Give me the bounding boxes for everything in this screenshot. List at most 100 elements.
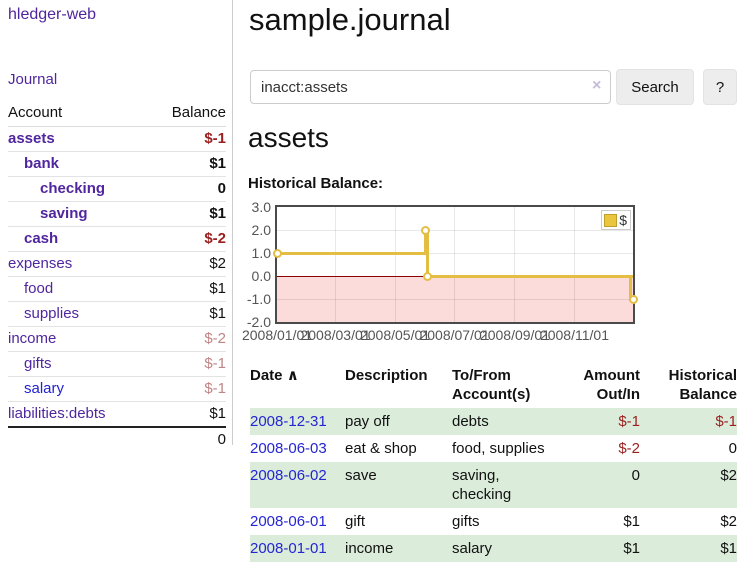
x-axis-tick-label: 2008/07/01 — [419, 327, 490, 343]
transaction-balance: $2 — [640, 462, 737, 508]
account-link-cash[interactable]: cash — [24, 230, 59, 247]
data-point-marker[interactable] — [420, 225, 430, 235]
account-balance: $1 — [148, 201, 226, 227]
line-segment — [427, 274, 633, 278]
x-axis-tick-label: 2008/09/01 — [479, 327, 551, 343]
account-balance: $1 — [148, 151, 226, 177]
transaction-date-link[interactable]: 2008-06-03 — [250, 440, 327, 457]
data-point-marker[interactable] — [422, 271, 432, 281]
transaction-amount: $1 — [567, 535, 640, 562]
gridline — [394, 207, 396, 322]
account-row: liabilities:debts $1 — [8, 401, 226, 428]
transaction-date-link[interactable]: 2008-06-01 — [250, 513, 327, 530]
account-link-expenses[interactable]: expenses — [8, 255, 73, 272]
sidebar: hledger-web Journal Account Balance asse… — [0, 0, 233, 452]
y-axis-tick-label: -2.0 — [246, 314, 271, 330]
account-balance: $-2 — [148, 226, 226, 252]
transaction-amount: 0 — [567, 462, 640, 508]
account-link-bank[interactable]: bank — [24, 155, 60, 172]
chart-heading: Historical Balance: — [248, 175, 384, 192]
account-row: assets $-1 — [8, 126, 226, 152]
transaction-accounts: saving, checking — [452, 462, 567, 508]
account-link-supplies[interactable]: supplies — [24, 305, 80, 322]
account-link-income[interactable]: income — [8, 330, 57, 347]
balance-column-header: Balance — [148, 101, 226, 127]
account-balance: $1 — [148, 301, 226, 327]
account-balance: $-1 — [148, 126, 226, 152]
transaction-accounts: salary — [452, 535, 567, 562]
y-axis-tick-label: 3.0 — [251, 199, 271, 215]
legend-swatch-icon — [604, 213, 618, 227]
historical-balance-chart: $ — [272, 205, 638, 324]
y-axis-tick-label: 0.0 — [251, 268, 271, 284]
transaction-row[interactable]: 2008-06-01 gift gifts $1 $2 — [250, 508, 737, 535]
x-axis-tick-label: 2008/01/01 — [241, 327, 313, 343]
account-link-assets[interactable]: assets — [8, 130, 55, 147]
account-link-saving[interactable]: saving — [40, 205, 88, 222]
transaction-row[interactable]: 2008-06-02 save saving, checking 0 $2 — [250, 462, 737, 508]
transaction-row[interactable]: 2008-06-03 eat & shop food, supplies $-2 0 — [250, 435, 737, 462]
transaction-row[interactable]: 2008-01-01 income salary $1 $1 — [250, 535, 737, 562]
account-link-gifts[interactable]: gifts — [24, 355, 52, 372]
line-segment — [628, 274, 632, 301]
transaction-row[interactable]: 2008-12-31 pay off debts $-1 $-1 — [250, 408, 737, 435]
column-header-amount: Amount Out/In — [583, 367, 640, 403]
account-row: supplies $1 — [8, 301, 226, 327]
account-link-liabilities-debts[interactable]: liabilities:debts — [8, 405, 106, 422]
account-row: checking 0 — [8, 176, 226, 202]
gridline — [277, 252, 633, 254]
transaction-date-link[interactable]: 2008-12-31 — [250, 413, 327, 430]
account-row: salary $-1 — [8, 376, 226, 402]
brand-link[interactable]: hledger-web — [8, 6, 97, 23]
transaction-amount: $-2 — [618, 440, 640, 457]
account-balance: $-1 — [148, 351, 226, 377]
account-link-salary[interactable]: salary — [24, 380, 65, 397]
chart-legend: $ — [601, 210, 631, 230]
accounts-total-row: 0 — [8, 426, 226, 452]
search-button[interactable]: Search — [616, 69, 694, 105]
gridline — [454, 207, 455, 322]
account-balance: $1 — [148, 276, 226, 302]
transaction-balance: $2 — [720, 513, 737, 530]
help-button[interactable]: ? — [703, 69, 737, 105]
transaction-description: gift — [345, 513, 366, 530]
transaction-accounts: debts — [452, 408, 567, 435]
account-row: gifts $-1 — [8, 351, 226, 377]
column-header-description: Description — [345, 367, 428, 384]
gridline — [277, 229, 633, 231]
clear-search-icon[interactable]: × — [592, 77, 602, 94]
transaction-description: save — [345, 462, 452, 508]
column-header-balance: Historical Balance — [668, 367, 737, 403]
account-row: expenses $2 — [8, 251, 226, 277]
transaction-amount: $-1 — [567, 408, 640, 435]
x-axis-tick-label: 2008/11/01 — [539, 327, 609, 343]
data-point-marker[interactable] — [272, 248, 282, 258]
account-row: cash $-2 — [8, 226, 226, 252]
negative-region — [277, 276, 633, 322]
account-balance: $2 — [148, 251, 226, 277]
gridline — [335, 207, 337, 322]
account-link-food[interactable]: food — [24, 280, 54, 297]
legend-label: $ — [619, 212, 627, 228]
account-heading: assets — [248, 122, 329, 153]
x-axis-tick-label: 2008/03/01 — [300, 327, 371, 343]
search-input[interactable] — [250, 70, 611, 104]
sidebar-item-journal[interactable]: Journal — [8, 71, 58, 88]
transaction-description: pay off — [345, 408, 452, 435]
gridline — [573, 207, 575, 322]
account-row: income $-2 — [8, 326, 226, 352]
account-link-checking[interactable]: checking — [40, 180, 106, 197]
data-point-marker[interactable] — [628, 294, 638, 304]
transaction-date-link[interactable]: 2008-01-01 — [250, 540, 327, 557]
transaction-balance: $-1 — [640, 408, 737, 435]
transaction-date-link[interactable]: 2008-06-02 — [250, 467, 327, 484]
transaction-accounts: food, supplies — [452, 440, 545, 457]
register-table: Date ∧ Description To/From Account(s) Am… — [250, 364, 737, 562]
sort-asc-icon: ∧ — [286, 367, 299, 384]
line-segment — [425, 228, 429, 278]
column-header-date[interactable]: Date ∧ — [250, 367, 299, 384]
column-header-accounts: To/From Account(s) — [452, 367, 531, 403]
y-axis-tick-label: -1.0 — [246, 291, 271, 307]
account-row: saving $1 — [8, 201, 226, 227]
y-axis-tick-label: 2.0 — [251, 222, 271, 238]
